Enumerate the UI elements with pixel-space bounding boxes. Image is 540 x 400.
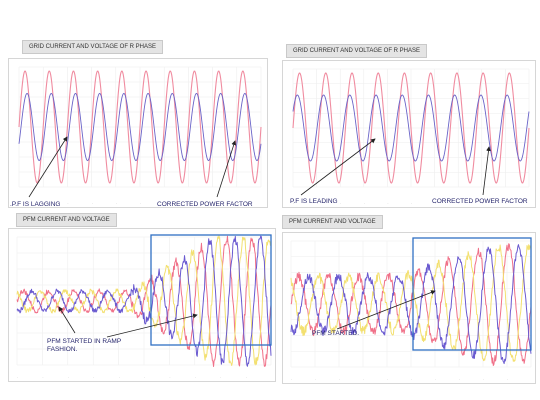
arrow-pfm-started: [336, 290, 436, 330]
tick-mark: ·: [246, 376, 247, 380]
tick-mark: ·: [364, 202, 365, 206]
arrow-pf-lagging: [28, 136, 68, 198]
tick-mark: ·: [387, 378, 388, 382]
tick-mark: ·: [213, 202, 214, 206]
tick-mark: ·: [42, 376, 43, 380]
tick-mark: ·: [220, 376, 221, 380]
tick-mark: ·: [92, 202, 93, 206]
tick-mark: ·: [317, 202, 318, 206]
tick-mark: ·: [435, 378, 436, 382]
tick-mark: ·: [164, 202, 165, 206]
plot-area: · · · · · · · · · ·: [8, 58, 268, 208]
panel-title: PFM CURRENT AND VOLTAGE: [16, 213, 117, 227]
chart-svg: · · · · · · · · · ·: [290, 237, 532, 382]
tick-mark: ·: [237, 202, 238, 206]
series-phase_blue: [16, 235, 272, 367]
tick-mark: ·: [459, 378, 460, 382]
plot-area: · · · · · · · · · ·: [282, 60, 536, 208]
tick-mark: ·: [363, 378, 364, 382]
annotation-corrected-pf: CORRECTED POWER FACTOR: [157, 201, 253, 208]
annotation-corrected-pf: CORRECTED POWER FACTOR: [432, 198, 528, 205]
series-voltage: [292, 72, 530, 184]
tick-mark: ·: [507, 378, 508, 382]
annotation-pfm-ramp: PFM STARTED IN RAMP FASHION.: [47, 338, 122, 353]
tick-mark: ·: [340, 202, 341, 206]
plot-area: · · · · · · · · · ·: [8, 228, 276, 382]
series-phase_blue: [290, 244, 532, 365]
tick-mark: ·: [195, 376, 196, 380]
tick-mark: ·: [169, 376, 170, 380]
series-phase_red: [290, 243, 532, 367]
tick-mark: ·: [93, 376, 94, 380]
annotation-pf-leading: P.F IS LEADING: [290, 198, 338, 205]
panel-title: GRID CURRENT AND VOLTAGE OF R PHASE: [22, 40, 164, 54]
chart-svg: · · · · · · · · · ·: [18, 66, 262, 206]
panel-title: GRID CURRENT AND VOLTAGE OF R PHASE: [286, 44, 428, 58]
series-current: [292, 94, 530, 162]
tick-mark: ·: [43, 202, 44, 206]
highlight-box: [150, 234, 272, 346]
tick-mark: ·: [482, 202, 483, 206]
tick-mark: ·: [144, 376, 145, 380]
tick-mark: ·: [315, 378, 316, 382]
tick-mark: ·: [293, 202, 294, 206]
arrow-pfm-ramp: [58, 306, 76, 334]
chart-svg: · · · · · · · · · ·: [16, 234, 272, 380]
tick-mark: ·: [387, 202, 388, 206]
tick-mark: ·: [435, 202, 436, 206]
arrow-pfm-ramp-2: [106, 313, 198, 338]
series-phase_yellow: [16, 235, 272, 366]
series-current: [18, 92, 262, 162]
tick-mark: ·: [188, 202, 189, 206]
tick-mark: ·: [458, 202, 459, 206]
annotation-pfm-started: PFM STARTED.: [312, 330, 360, 337]
tick-mark: ·: [17, 376, 18, 380]
series-voltage: [18, 70, 262, 184]
tick-mark: ·: [291, 378, 292, 382]
arrow-corrected-pf: [482, 146, 491, 196]
highlight-box: [412, 237, 532, 351]
tick-mark: ·: [67, 202, 68, 206]
plot-area: · · · · · · · · · ·: [282, 232, 536, 384]
arrow-corrected-pf: [216, 140, 237, 198]
arrow-pf-leading: [300, 138, 376, 196]
tick-mark: ·: [339, 378, 340, 382]
series-phase_yellow: [290, 244, 532, 362]
chart-svg: · · · · · · · · · ·: [292, 68, 530, 206]
tick-mark: ·: [19, 202, 20, 206]
annotation-pf-lagging: .P.F IS LAGGING: [10, 201, 61, 208]
tick-mark: ·: [411, 202, 412, 206]
tick-mark: ·: [411, 378, 412, 382]
tick-mark: ·: [116, 202, 117, 206]
tick-mark: ·: [483, 378, 484, 382]
tick-mark: ·: [119, 376, 120, 380]
panel-title: PFM CURRENT AND VOLTAGE: [282, 215, 383, 229]
tick-mark: ·: [505, 202, 506, 206]
tick-mark: ·: [140, 202, 141, 206]
tick-mark: ·: [68, 376, 69, 380]
